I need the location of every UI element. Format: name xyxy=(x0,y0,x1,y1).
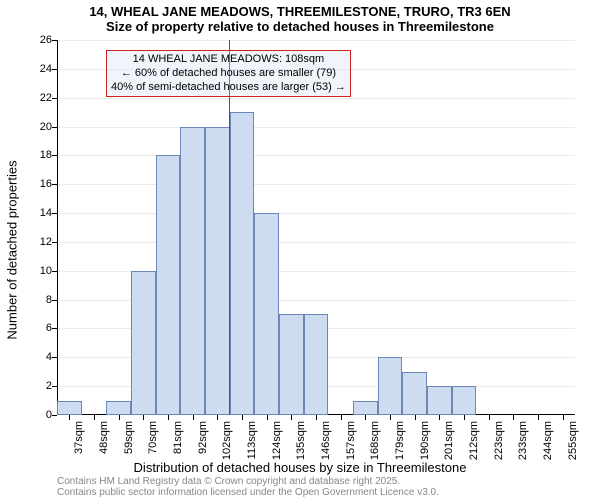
callout-line: 14 WHEAL JANE MEADOWS: 108sqm xyxy=(111,53,346,67)
y-tick xyxy=(52,386,57,387)
x-axis-label: Distribution of detached houses by size … xyxy=(0,460,600,475)
x-tick xyxy=(365,415,366,420)
chart-container: 14, WHEAL JANE MEADOWS, THREEMILESTONE, … xyxy=(0,0,600,500)
x-tick xyxy=(415,415,416,420)
y-axis-line xyxy=(57,40,58,415)
bar xyxy=(180,127,205,415)
credit-line-1: Contains HM Land Registry data © Crown c… xyxy=(57,476,439,487)
x-tick-label: 124sqm xyxy=(271,421,283,460)
bar xyxy=(353,401,378,415)
grid-line xyxy=(57,213,575,214)
bar xyxy=(378,357,403,415)
y-tick xyxy=(52,242,57,243)
bar xyxy=(304,314,329,415)
y-tick xyxy=(52,271,57,272)
x-tick xyxy=(341,415,342,420)
title-line-2: Size of property relative to detached ho… xyxy=(0,19,600,34)
bar xyxy=(452,386,477,415)
y-tick xyxy=(52,328,57,329)
x-tick-label: 70sqm xyxy=(147,421,159,454)
x-tick-label: 179sqm xyxy=(394,421,406,460)
grid-line xyxy=(57,98,575,99)
y-axis-label: Number of detached properties xyxy=(5,71,20,250)
callout-line: 40% of semi-detached houses are larger (… xyxy=(111,81,346,95)
x-tick-label: 255sqm xyxy=(567,421,579,460)
x-tick-label: 146sqm xyxy=(320,421,332,460)
x-tick-label: 223sqm xyxy=(493,421,505,460)
x-tick xyxy=(538,415,539,420)
x-tick-label: 59sqm xyxy=(123,421,135,454)
x-tick-label: 135sqm xyxy=(295,421,307,460)
x-tick-label: 212sqm xyxy=(468,421,480,460)
y-tick xyxy=(52,357,57,358)
title-block: 14, WHEAL JANE MEADOWS, THREEMILESTONE, … xyxy=(0,0,600,34)
grid-line xyxy=(57,242,575,243)
y-tick xyxy=(52,127,57,128)
title-line-1: 14, WHEAL JANE MEADOWS, THREEMILESTONE, … xyxy=(0,4,600,19)
x-tick xyxy=(563,415,564,420)
x-tick-label: 233sqm xyxy=(517,421,529,460)
x-tick-label: 168sqm xyxy=(369,421,381,460)
y-tick xyxy=(52,184,57,185)
x-tick-label: 81sqm xyxy=(172,421,184,454)
x-tick-label: 92sqm xyxy=(197,421,209,454)
x-tick-label: 190sqm xyxy=(419,421,431,460)
x-tick xyxy=(168,415,169,420)
x-tick xyxy=(464,415,465,420)
x-tick xyxy=(193,415,194,420)
x-tick xyxy=(69,415,70,420)
credits: Contains HM Land Registry data © Crown c… xyxy=(57,476,439,498)
y-tick xyxy=(52,155,57,156)
x-tick xyxy=(217,415,218,420)
x-tick-label: 48sqm xyxy=(98,421,110,454)
y-tick xyxy=(52,98,57,99)
x-tick xyxy=(143,415,144,420)
credit-line-2: Contains public sector information licen… xyxy=(57,487,439,498)
bar xyxy=(205,127,230,415)
grid-line xyxy=(57,127,575,128)
y-tick xyxy=(52,40,57,41)
callout-box: 14 WHEAL JANE MEADOWS: 108sqm← 60% of de… xyxy=(106,50,351,97)
x-tick-label: 244sqm xyxy=(542,421,554,460)
x-tick xyxy=(390,415,391,420)
x-tick xyxy=(267,415,268,420)
x-tick xyxy=(316,415,317,420)
bar xyxy=(254,213,279,415)
bar xyxy=(156,155,181,415)
bar xyxy=(106,401,131,415)
bar xyxy=(57,401,82,415)
y-tick xyxy=(52,300,57,301)
grid-line xyxy=(57,155,575,156)
bar xyxy=(131,271,156,415)
x-tick-label: 102sqm xyxy=(221,421,233,460)
y-tick xyxy=(52,69,57,70)
x-tick xyxy=(242,415,243,420)
x-tick xyxy=(291,415,292,420)
bar xyxy=(279,314,304,415)
x-tick-label: 37sqm xyxy=(73,421,85,454)
x-tick xyxy=(119,415,120,420)
y-tick xyxy=(52,213,57,214)
grid-line xyxy=(57,40,575,41)
plot-area: 0246810121416182022242637sqm48sqm59sqm70… xyxy=(57,40,575,415)
y-tick xyxy=(52,415,57,416)
callout-line: ← 60% of detached houses are smaller (79… xyxy=(111,67,346,81)
x-tick xyxy=(94,415,95,420)
grid-line xyxy=(57,184,575,185)
bar xyxy=(230,112,255,415)
x-tick xyxy=(489,415,490,420)
bar xyxy=(402,372,427,415)
x-tick-label: 201sqm xyxy=(443,421,455,460)
x-tick-label: 157sqm xyxy=(345,421,357,460)
bar xyxy=(427,386,452,415)
x-tick-label: 113sqm xyxy=(246,421,258,459)
x-tick xyxy=(513,415,514,420)
x-tick xyxy=(439,415,440,420)
